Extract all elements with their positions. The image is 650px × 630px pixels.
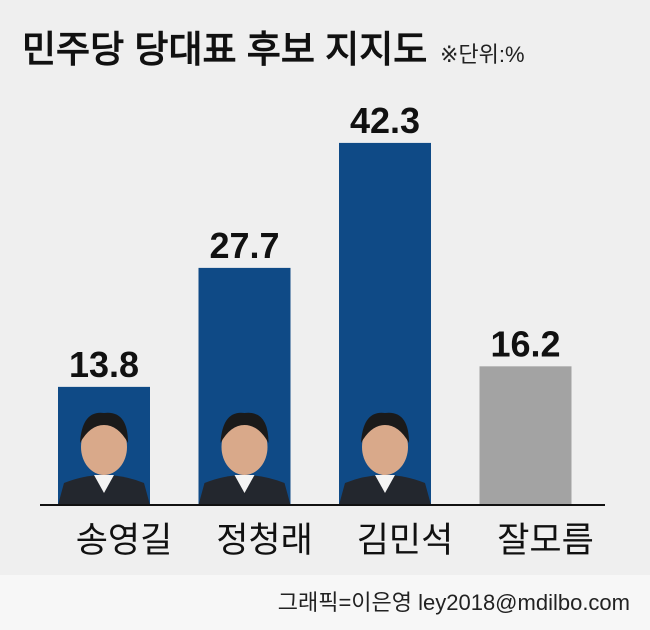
photos xyxy=(58,412,431,505)
x-tick-label: 김민석 xyxy=(357,521,454,560)
portrait-face xyxy=(81,419,127,475)
portrait-collar xyxy=(234,475,255,493)
portrait-face xyxy=(362,419,408,475)
portrait-collar xyxy=(375,475,395,493)
value-label: 16.2 xyxy=(490,323,560,364)
x-tick-label: 송영길 xyxy=(76,521,173,560)
chart-subtitle: ※단위:% xyxy=(440,42,525,67)
credit-background xyxy=(0,575,650,630)
portrait-face xyxy=(221,419,268,475)
x-tick-label: 정청래 xyxy=(216,521,313,560)
portrait-hair xyxy=(361,412,409,443)
bar xyxy=(479,366,572,505)
portrait-hair xyxy=(80,412,128,443)
credit: 그래픽=이은영 ley2018@mdilbo.com xyxy=(278,590,630,615)
value-label: 42.3 xyxy=(350,100,420,141)
portrait-hair xyxy=(220,412,269,443)
value-label: 13.8 xyxy=(69,344,139,385)
value-label: 27.7 xyxy=(209,225,279,266)
chart-title: 민주당 당대표 후보 지지도 xyxy=(22,29,427,70)
x-tick-label: 잘모름 xyxy=(497,521,594,560)
portrait-collar xyxy=(94,475,114,493)
